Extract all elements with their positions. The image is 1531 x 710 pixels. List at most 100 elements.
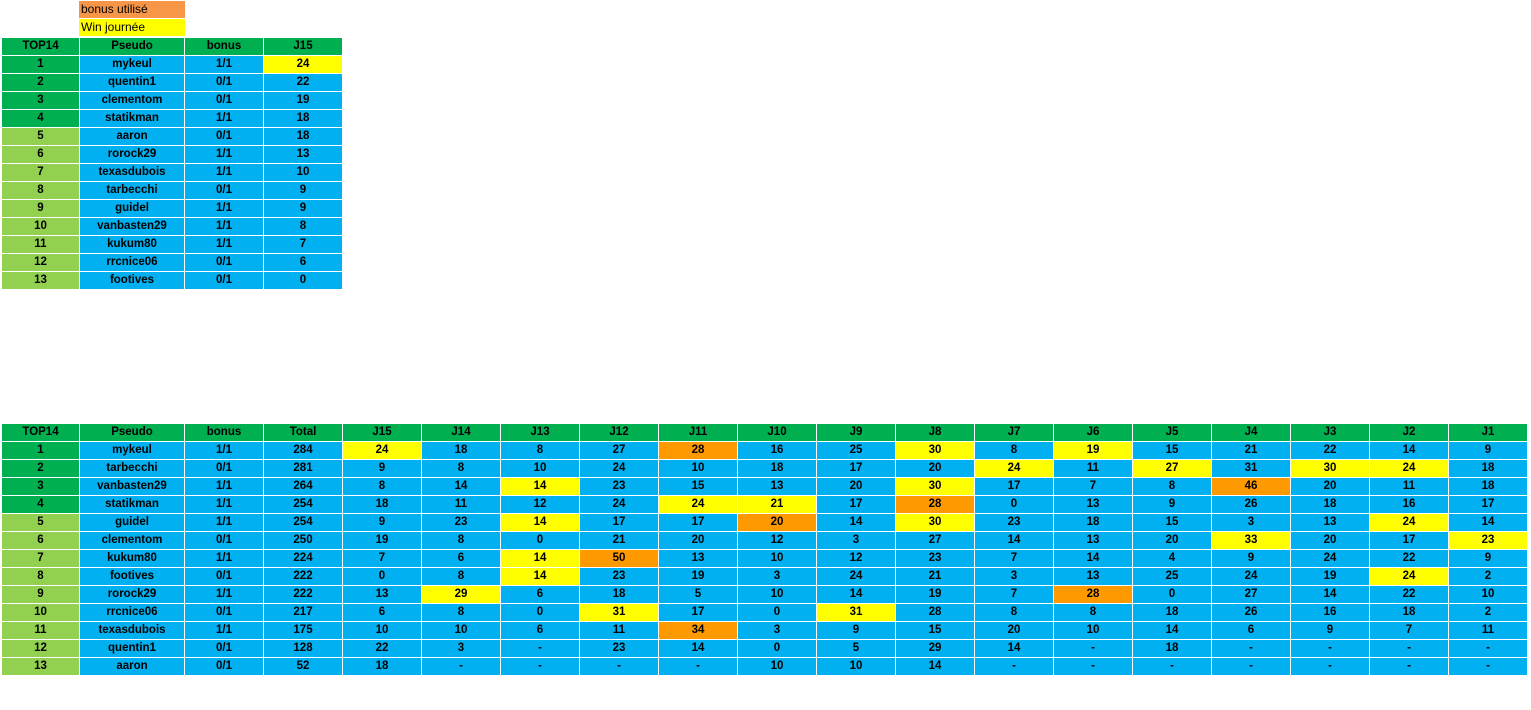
table-row: 9 guidel 1/1 9 bbox=[1, 199, 343, 218]
column-header-j1: J1 bbox=[1448, 423, 1528, 442]
total-cell: 128 bbox=[263, 639, 343, 658]
score-cell: 7 bbox=[263, 235, 343, 254]
score-cell: - bbox=[1448, 657, 1528, 676]
score-cell: 11 bbox=[1369, 477, 1449, 496]
score-cell: 6 bbox=[263, 253, 343, 272]
score-cell: 3 bbox=[737, 621, 817, 640]
bonus-cell: 0/1 bbox=[184, 181, 264, 200]
pseudo-cell: guidel bbox=[79, 513, 185, 532]
score-cell: 24 bbox=[579, 459, 659, 478]
score-cell: 10 bbox=[658, 459, 738, 478]
score-cell: 14 bbox=[500, 549, 580, 568]
score-cell: 3 bbox=[737, 567, 817, 586]
score-cell: - bbox=[1211, 657, 1291, 676]
score-cell: 18 bbox=[263, 109, 343, 128]
score-cell: 20 bbox=[1290, 477, 1370, 496]
score-cell: 24 bbox=[658, 495, 738, 514]
score-cell: 13 bbox=[263, 145, 343, 164]
total-cell: 217 bbox=[263, 603, 343, 622]
rank-cell: 13 bbox=[1, 657, 80, 676]
score-cell: 18 bbox=[1132, 639, 1212, 658]
column-header-j6: J6 bbox=[1053, 423, 1133, 442]
pseudo-cell: texasdubois bbox=[79, 621, 185, 640]
score-cell: 16 bbox=[1369, 495, 1449, 514]
table-row: 4 statikman 1/1 254 18 11 12 24 24 21 17 28 0 13 9 26 18… bbox=[1, 495, 1528, 514]
table-row: 10 rrcnice06 0/1 217 6 8 0 31 17 0 31 28 8 8 18 26 16 18 2 bbox=[1, 603, 1528, 622]
score-cell: 10 bbox=[737, 585, 817, 604]
score-cell: 4 bbox=[1132, 549, 1212, 568]
score-cell: 9 bbox=[816, 621, 896, 640]
score-cell: - bbox=[421, 657, 501, 676]
column-header-j4: J4 bbox=[1211, 423, 1291, 442]
score-cell: 22 bbox=[1369, 585, 1449, 604]
rank-cell: 7 bbox=[1, 549, 80, 568]
score-cell: 10 bbox=[737, 657, 817, 676]
table-row: 12 rrcnice06 0/1 6 bbox=[1, 253, 343, 272]
pseudo-cell: clementom bbox=[79, 531, 185, 550]
score-cell: 8 bbox=[1053, 603, 1133, 622]
score-cell: 8 bbox=[500, 441, 580, 460]
score-cell: - bbox=[1132, 657, 1212, 676]
score-cell: 11 bbox=[579, 621, 659, 640]
total-cell: 224 bbox=[263, 549, 343, 568]
total-cell: 284 bbox=[263, 441, 343, 460]
score-cell: 20 bbox=[658, 531, 738, 550]
header-row: TOP14 Pseudo bonus J15 bbox=[1, 37, 343, 56]
score-cell: 21 bbox=[1211, 441, 1291, 460]
score-cell: 16 bbox=[1290, 603, 1370, 622]
table-row: 9 rorock29 1/1 222 13 29 6 18 5 10 14 19 7 28 0 27 14 22 1… bbox=[1, 585, 1528, 604]
score-cell: 14 bbox=[1053, 549, 1133, 568]
score-cell: 8 bbox=[421, 531, 501, 550]
score-cell: - bbox=[500, 657, 580, 676]
total-cell: 264 bbox=[263, 477, 343, 496]
score-cell: 7 bbox=[1369, 621, 1449, 640]
score-cell: 14 bbox=[1448, 513, 1528, 532]
column-header-pseudo: Pseudo bbox=[79, 37, 185, 56]
score-cell: 13 bbox=[1290, 513, 1370, 532]
score-cell: 23 bbox=[579, 639, 659, 658]
table-row: 7 kukum80 1/1 224 7 6 14 50 13 10 12 23 7 14 4 9 24 22 9 bbox=[1, 549, 1528, 568]
score-cell: 10 bbox=[342, 621, 422, 640]
score-cell: 14 bbox=[658, 639, 738, 658]
score-cell: 12 bbox=[816, 549, 896, 568]
pseudo-cell: rorock29 bbox=[79, 145, 185, 164]
score-cell: 0 bbox=[1132, 585, 1212, 604]
score-cell: 14 bbox=[1369, 441, 1449, 460]
score-cell: 12 bbox=[737, 531, 817, 550]
pseudo-cell: aaron bbox=[79, 657, 185, 676]
rank-cell: 4 bbox=[1, 495, 80, 514]
rank-cell: 1 bbox=[1, 441, 80, 460]
score-cell: 3 bbox=[816, 531, 896, 550]
table-row: 6 rorock29 1/1 13 bbox=[1, 145, 343, 164]
pseudo-cell: guidel bbox=[79, 199, 185, 218]
score-cell: 15 bbox=[658, 477, 738, 496]
score-cell: 20 bbox=[1290, 531, 1370, 550]
score-cell: 8 bbox=[263, 217, 343, 236]
pseudo-cell: quentin1 bbox=[79, 639, 185, 658]
score-cell: 21 bbox=[737, 495, 817, 514]
score-cell: - bbox=[1053, 639, 1133, 658]
table-row: 8 tarbecchi 0/1 9 bbox=[1, 181, 343, 200]
score-cell: 13 bbox=[1053, 567, 1133, 586]
rank-cell: 10 bbox=[1, 217, 80, 236]
rank-cell: 12 bbox=[1, 253, 80, 272]
score-cell: 13 bbox=[658, 549, 738, 568]
score-cell: 22 bbox=[1290, 441, 1370, 460]
score-cell: 24 bbox=[342, 441, 422, 460]
pseudo-cell: tarbecchi bbox=[79, 459, 185, 478]
bonus-cell: 1/1 bbox=[184, 163, 264, 182]
bonus-cell: 1/1 bbox=[184, 109, 264, 128]
score-cell: 0 bbox=[737, 639, 817, 658]
score-cell: 7 bbox=[974, 585, 1054, 604]
score-cell: 3 bbox=[421, 639, 501, 658]
score-cell: 17 bbox=[1369, 531, 1449, 550]
score-cell: 18 bbox=[1369, 603, 1449, 622]
table-row: 3 clementom 0/1 19 bbox=[1, 91, 343, 110]
bonus-cell: 0/1 bbox=[184, 73, 264, 92]
bonus-cell: 0/1 bbox=[184, 603, 264, 622]
score-cell: 23 bbox=[579, 567, 659, 586]
score-cell: - bbox=[1290, 657, 1370, 676]
score-cell: 13 bbox=[737, 477, 817, 496]
score-cell: - bbox=[1369, 657, 1449, 676]
score-cell: 20 bbox=[816, 477, 896, 496]
